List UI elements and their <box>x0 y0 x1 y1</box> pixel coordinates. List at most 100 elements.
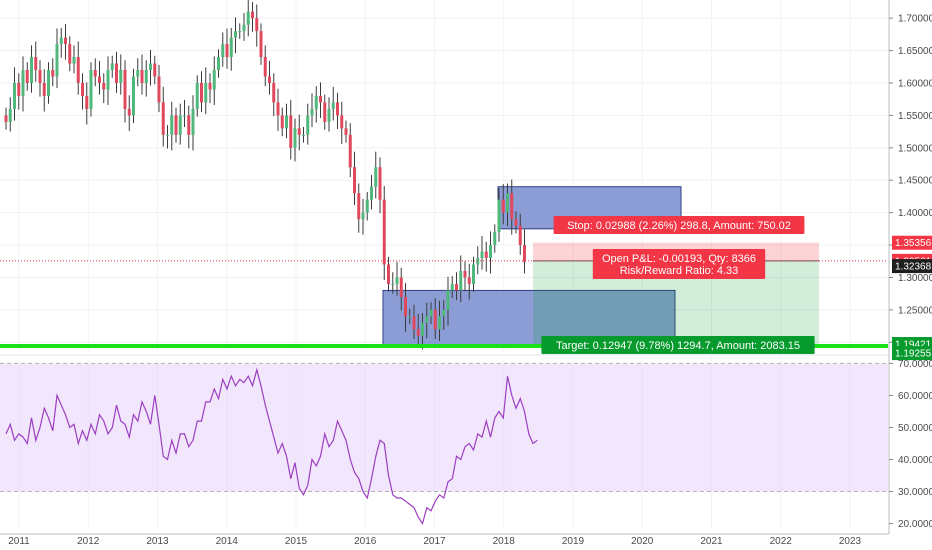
price-badge-label: 1.32368 <box>895 262 932 273</box>
candle-down <box>157 76 161 103</box>
candle-up <box>119 70 123 83</box>
rsi-tick-label: 40.0000 <box>898 455 932 466</box>
candle-up <box>497 199 501 233</box>
price-tick-label: 1.55000 <box>898 111 932 122</box>
candle-down <box>140 70 144 83</box>
candle-down <box>501 199 505 213</box>
price-badge-label: 1.35356 <box>895 238 932 249</box>
stop-label-box <box>553 216 805 234</box>
candle-up <box>212 70 216 90</box>
candle-down <box>251 11 254 19</box>
candles-layer <box>4 0 526 350</box>
price-tick-label: 1.45000 <box>898 176 932 187</box>
candle-down <box>268 76 271 83</box>
time-tick-label: 2019 <box>562 536 585 547</box>
candle-up <box>178 115 182 135</box>
candle-up <box>361 212 365 220</box>
price-badge <box>892 235 932 250</box>
candle-down <box>323 102 327 122</box>
candle-up <box>438 316 441 330</box>
candle-up <box>13 82 16 109</box>
candle-down <box>25 70 29 83</box>
candle-down <box>64 37 67 45</box>
candle-down <box>523 245 526 262</box>
candle-up <box>425 316 429 323</box>
rsi-tick-label: 30.0000 <box>898 487 932 498</box>
candle-down <box>455 283 458 291</box>
price-badge-label: 1.19421 <box>895 340 932 351</box>
candle-up <box>183 115 186 117</box>
candle-up <box>136 70 140 77</box>
candle-down <box>348 134 352 168</box>
rsi-tick-label: 60.0000 <box>898 391 932 402</box>
candle-down <box>336 102 339 116</box>
rsi-layer <box>0 354 888 526</box>
candle-down <box>272 82 276 103</box>
candle-down <box>404 296 407 317</box>
candle-up <box>144 70 148 83</box>
candle-down <box>399 277 403 297</box>
candle-up <box>246 11 250 25</box>
candle-down <box>387 264 390 284</box>
rsi-line <box>5 367 538 526</box>
candle-down <box>416 329 420 336</box>
candle-down <box>123 70 127 109</box>
time-tick-label: 2020 <box>631 536 654 547</box>
candle-up <box>408 316 412 318</box>
pl-label-text: Risk/Reward Ratio: 4.33 <box>620 265 739 277</box>
candle-up <box>59 37 63 45</box>
candle-down <box>463 270 467 278</box>
time-tick-label: 2013 <box>146 536 169 547</box>
time-tick-label: 2021 <box>700 536 723 547</box>
candle-down <box>259 31 263 58</box>
candle-up <box>55 44 59 77</box>
candle-down <box>4 115 8 122</box>
candle-down <box>17 82 21 96</box>
candle-up <box>285 115 288 129</box>
price-tick-label: 1.25000 <box>898 305 932 316</box>
candle-down <box>510 193 514 220</box>
candle-down <box>51 70 55 77</box>
candle-down <box>76 57 80 83</box>
time-tick-label: 2011 <box>8 536 30 547</box>
candle-down <box>174 115 178 135</box>
candle-down <box>81 82 84 96</box>
candle-up <box>47 70 50 96</box>
candle-up <box>132 76 135 116</box>
candle-up <box>391 283 395 285</box>
time-tick-label: 2016 <box>354 536 377 547</box>
candle-down <box>357 193 361 220</box>
candle-up <box>195 82 199 109</box>
time-tick-label: 2022 <box>770 536 793 547</box>
candle-down <box>85 95 89 109</box>
candle-up <box>472 264 475 284</box>
candle-down <box>38 70 42 83</box>
candle-down <box>153 63 157 77</box>
time-tick-label: 2023 <box>839 536 862 547</box>
candle-down <box>344 128 348 135</box>
candle-down <box>297 128 301 135</box>
candle-up <box>72 57 76 64</box>
candle-up <box>21 70 25 96</box>
time-tick-label: 2017 <box>423 536 446 547</box>
candle-up <box>229 37 233 58</box>
candle-up <box>149 63 152 71</box>
price-tick-label: 1.50000 <box>898 143 932 154</box>
candle-up <box>480 251 484 259</box>
candle-down <box>382 199 386 265</box>
candle-up <box>30 57 33 83</box>
candle-up <box>170 115 174 135</box>
candle-down <box>518 225 522 246</box>
candle-up <box>302 134 305 136</box>
candle-down <box>263 57 267 77</box>
price-tick-label: 1.60000 <box>898 78 932 89</box>
candle-down <box>412 316 416 330</box>
candle-down <box>484 251 488 259</box>
candle-down <box>34 57 38 71</box>
candle-up <box>442 309 446 317</box>
labels-layer: Stop: 0.02988 (2.26%) 298.8, Amount: 750… <box>541 216 815 354</box>
candle-down <box>353 167 356 194</box>
candle-up <box>446 290 450 310</box>
candle-up <box>217 57 220 71</box>
